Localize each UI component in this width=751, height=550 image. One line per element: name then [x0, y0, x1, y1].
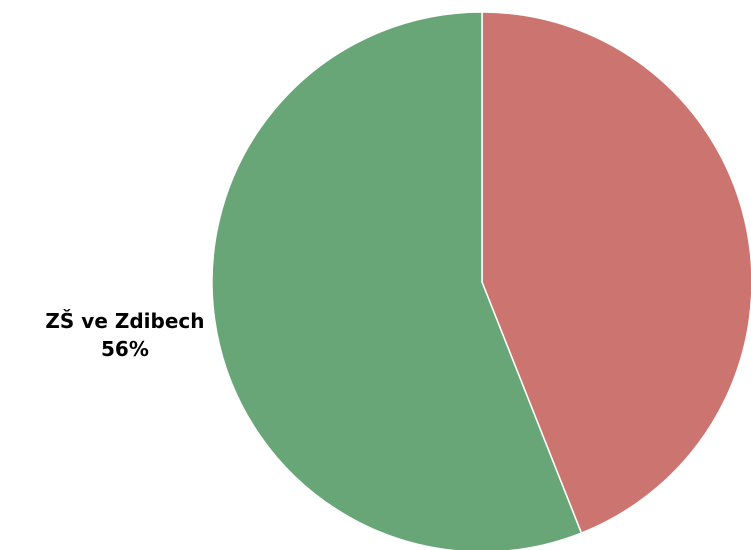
slice-label: ZŠ ve Zdibech: [45, 309, 204, 333]
pie-slice: [211, 11, 583, 550]
pie-slice: [481, 11, 751, 535]
slice-value-label: 56%: [101, 337, 149, 361]
